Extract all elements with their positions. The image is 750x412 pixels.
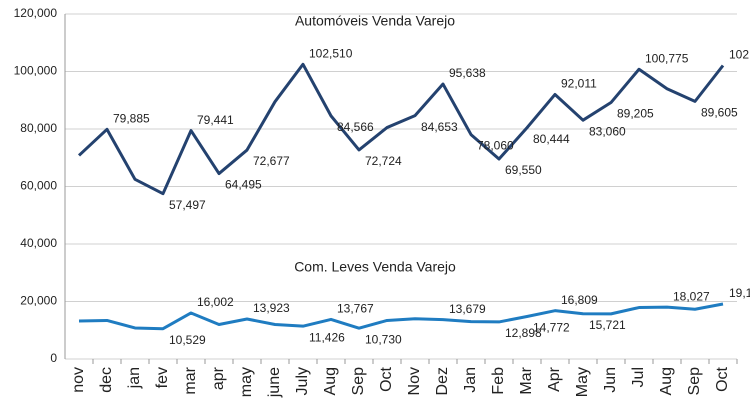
data-label: 95,638 [449, 66, 486, 80]
series-title: Automóveis Venda Varejo [295, 13, 455, 29]
data-label: 84,653 [421, 120, 458, 134]
x-tick-label: june [266, 367, 283, 398]
data-label: 19,143 [729, 286, 750, 300]
x-tick-label: May [574, 367, 591, 397]
data-label: 78,060 [477, 139, 514, 153]
y-tick-label: 0 [50, 351, 57, 365]
data-label: 102,510 [309, 46, 353, 60]
y-tick-label: 100,000 [14, 64, 58, 78]
data-label: 11,426 [309, 330, 345, 344]
x-tick-label: apr [210, 366, 227, 390]
data-label: 13,679 [449, 302, 486, 316]
x-tick-label: Sep [350, 367, 367, 396]
data-label: 10,730 [365, 332, 402, 346]
x-tick-label: July [294, 367, 311, 395]
data-label: 18,027 [673, 289, 710, 303]
x-tick-label: Oct [378, 366, 395, 391]
data-label: 83,060 [589, 124, 626, 138]
x-tick-label: Oct [714, 366, 731, 391]
data-label: 79,885 [113, 112, 150, 126]
data-label: 69,550 [505, 163, 542, 177]
x-tick-label: dec [98, 367, 115, 393]
data-label: 92,011 [561, 77, 597, 91]
x-tick-label: jan [126, 367, 143, 389]
data-label: 13,923 [253, 301, 290, 315]
data-label: 16,809 [561, 293, 598, 307]
data-label: 72,724 [365, 154, 402, 168]
data-label: 89,205 [617, 107, 654, 121]
y-tick-label: 80,000 [20, 121, 57, 135]
data-label: 72,677 [253, 154, 290, 168]
series-line [78, 302, 724, 331]
data-label: 100,775 [645, 51, 689, 65]
data-label: 102,090 [729, 48, 750, 62]
y-tick-label: 60,000 [20, 179, 57, 193]
x-tick-label: Jul [630, 367, 647, 387]
data-label: 80,444 [533, 132, 570, 146]
data-label: 57,497 [169, 198, 206, 212]
x-tick-label: Feb [490, 367, 507, 395]
x-tick-label: Aug [658, 367, 675, 395]
x-tick-label: Dez [434, 367, 451, 395]
data-label: 16,002 [197, 295, 234, 309]
data-label: 14,772 [533, 321, 570, 335]
x-tick-label: may [238, 367, 255, 397]
x-tick-label: Aug [322, 367, 339, 395]
y-tick-label: 120,000 [14, 6, 58, 20]
data-label: 12,898 [505, 326, 542, 340]
data-label: 10,529 [169, 333, 206, 347]
data-label: 89,605 [701, 106, 738, 120]
x-tick-label: Apr [546, 366, 563, 392]
series-line [77, 62, 725, 196]
data-label: 13,767 [337, 302, 374, 316]
x-tick-label: nov [70, 367, 87, 393]
x-tick-label: Mar [518, 366, 535, 394]
data-label: 79,441 [197, 113, 234, 127]
x-tick-label: fev [154, 367, 171, 388]
x-tick-label: Nov [406, 367, 423, 395]
series-title: Com. Leves Venda Varejo [294, 259, 456, 275]
data-label: 64,495 [225, 178, 262, 192]
data-label: 15,721 [589, 318, 626, 332]
x-tick-label: Jun [602, 367, 619, 393]
x-tick-label: Sep [686, 367, 703, 396]
x-tick-label: Jan [462, 367, 479, 393]
x-tick-label: mar [182, 366, 199, 394]
y-tick-label: 40,000 [20, 236, 57, 250]
y-tick-label: 20,000 [20, 294, 57, 308]
data-label: 84,566 [337, 120, 374, 134]
